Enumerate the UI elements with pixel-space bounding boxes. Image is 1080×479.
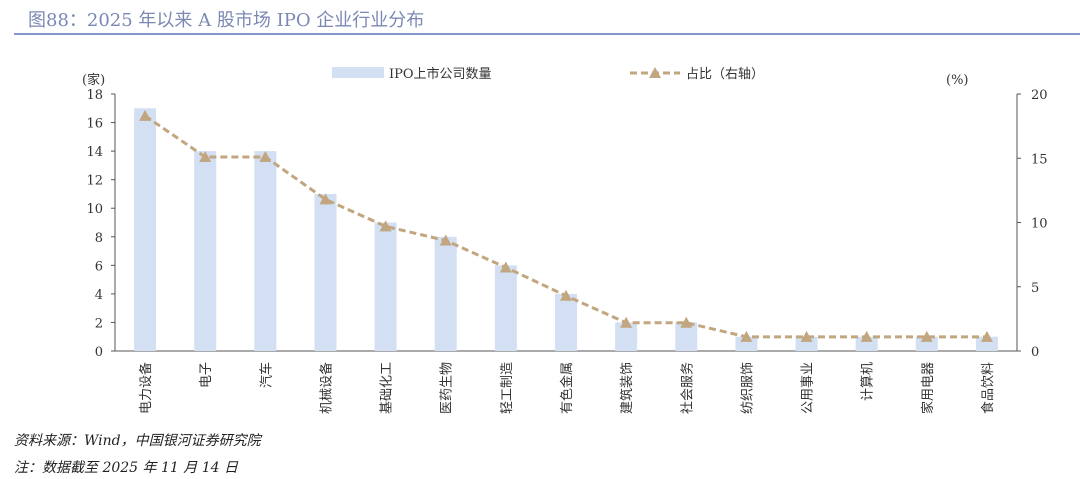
left-tick-label: 0 [95,345,103,360]
right-axis-unit: (%) [946,73,969,88]
title-rule [14,33,1080,35]
category-label: 有色金属 [559,362,575,414]
line-marker [740,330,753,342]
figure-title: 图88：2025 年以来 A 股市场 IPO 企业行业分布 [28,10,425,31]
line-marker [259,150,272,162]
category-label: 计算机 [861,362,876,401]
category-label: 建筑装饰 [619,362,635,414]
legend-bar-swatch [332,67,384,78]
left-tick-label: 10 [86,202,103,217]
bar [374,222,397,351]
date-note: 注：数据截至 2025 年 11 月 14 日 [14,460,238,476]
left-tick-label: 2 [95,316,103,331]
line-marker [860,330,873,342]
line-marker [319,193,332,205]
category-label: 电子 [199,362,214,388]
bar [855,336,878,351]
bar [615,322,638,351]
line-marker [980,330,993,342]
bar [795,336,818,351]
bar [735,336,758,351]
category-label: 公用事业 [801,362,816,414]
left-tick-label: 8 [95,231,103,246]
category-label: 社会服务 [679,362,695,414]
bar [434,236,457,351]
category-label: 食品饮料 [980,362,996,414]
category-label: 家用电器 [920,362,936,414]
category-label: 纺织服饰 [740,362,755,414]
line-marker [920,330,933,342]
left-tick-label: 6 [95,259,103,274]
bar [915,336,938,351]
line-marker [379,220,392,232]
line-marker [560,289,572,301]
left-axis-unit: (家) [82,72,105,88]
line-marker [620,316,633,328]
bar [494,265,517,351]
line-marker [439,234,452,246]
bar [314,193,337,351]
bar [975,336,998,351]
left-tick-label: 12 [86,174,103,189]
line-marker [499,261,512,273]
category-label: 基础化工 [380,362,395,414]
line-marker [199,150,212,162]
left-tick-label: 14 [86,145,103,160]
bar [254,151,277,351]
legend-bar-label: IPO上市公司数量 [389,66,492,82]
bar [555,293,577,351]
category-label: 医药生物 [440,362,455,414]
line-marker [800,330,813,342]
right-tick-label: 20 [1031,88,1048,103]
right-tick-label: 5 [1031,281,1039,296]
bar [194,151,217,351]
bar [134,108,157,352]
category-label: 机械设备 [318,362,334,414]
left-tick-label: 16 [86,117,103,132]
left-tick-label: 18 [86,88,103,103]
left-tick-label: 4 [95,288,103,303]
legend-line-label: 占比（右轴） [686,67,764,82]
source-note: 资料来源：Wind，中国银河证券研究院 [14,433,261,449]
line-marker [139,109,152,121]
category-label: 轻工制造 [500,362,515,414]
legend-line-marker [649,67,661,78]
category-label: 汽车 [258,362,274,388]
right-tick-label: 15 [1031,152,1048,167]
bar [675,322,698,351]
right-tick-label: 10 [1031,217,1048,232]
right-tick-label: 0 [1031,345,1039,360]
category-label: 电力设备 [138,362,154,414]
line-marker [680,316,693,328]
